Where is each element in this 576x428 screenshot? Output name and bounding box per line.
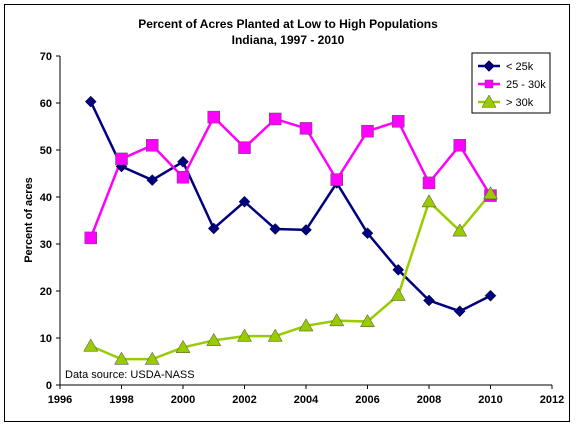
x-tick-label: 2006: [355, 394, 379, 406]
data-point: [206, 332, 222, 346]
data-point: [146, 174, 159, 186]
y-tick-label: 10: [40, 333, 52, 345]
legend-marker: [484, 79, 494, 89]
data-point: [421, 194, 437, 208]
x-tick-label: 2002: [232, 394, 256, 406]
data-point: [207, 110, 220, 124]
data-point: [392, 263, 405, 276]
data-source-annotation: Data source: USDA-NASS: [65, 369, 195, 381]
x-tick-label: 1998: [109, 394, 133, 406]
data-point: [360, 314, 375, 328]
x-tick-label: 1996: [48, 394, 72, 406]
data-point: [392, 115, 405, 128]
data-point: [269, 112, 282, 126]
series-line: [89, 101, 492, 313]
data-point: [484, 289, 497, 302]
legend-label: < 25k: [506, 61, 534, 73]
data-point: [361, 227, 374, 240]
data-point: [238, 195, 251, 208]
legend-marker: [483, 60, 495, 72]
data-point: [114, 351, 129, 365]
series-markers: [83, 95, 498, 365]
axes: 0 10 20 30 40 50 60 70 1996 1998 2000 2002 2004 2006 2…: [40, 51, 564, 406]
data-point: [146, 139, 159, 152]
data-point: [422, 176, 436, 190]
data-point: [329, 313, 345, 327]
data-point: [144, 351, 160, 365]
data-point: [84, 231, 97, 245]
x-tick-label: 2000: [171, 394, 195, 406]
x-tick-label: 2008: [417, 394, 441, 406]
data-point: [84, 95, 97, 108]
chart-subtitle: Indiana, 1997 - 2010: [232, 33, 345, 47]
legend-label: 25 - 30k: [506, 79, 546, 91]
data-point: [298, 318, 314, 332]
y-tick-label: 50: [40, 145, 52, 157]
data-point: [453, 305, 466, 318]
data-point: [483, 186, 498, 200]
legend: < 25k 25 - 30k > 30k: [471, 52, 551, 114]
data-point: [423, 294, 435, 307]
y-tick-label: 60: [40, 98, 52, 110]
data-point: [330, 173, 343, 186]
data-point: [267, 328, 283, 342]
data-point: [83, 338, 99, 352]
y-tick-label: 40: [40, 192, 52, 204]
x-tick-label: 2004: [294, 394, 319, 406]
data-point: [237, 328, 252, 342]
data-point: [390, 287, 406, 301]
legend-marker: [481, 94, 497, 108]
data-point: [238, 141, 251, 154]
y-tick-label: 0: [46, 380, 52, 392]
data-point: [300, 224, 312, 236]
y-tick-label: 30: [40, 239, 52, 251]
data-point: [175, 339, 191, 353]
data-point: [269, 223, 282, 235]
data-point: [115, 152, 128, 166]
data-point: [453, 139, 466, 152]
data-point: [176, 171, 190, 184]
data-point: [299, 122, 313, 135]
y-tick-label: 20: [40, 286, 52, 298]
x-tick-label: 2012: [540, 394, 564, 406]
data-point: [177, 155, 189, 168]
y-axis-label: Percent of acres: [23, 177, 35, 263]
series-line: [90, 192, 492, 361]
chart-title: Percent of Acres Planted at Low to High …: [138, 17, 438, 31]
data-point: [207, 222, 220, 235]
legend-label: > 30k: [506, 97, 534, 109]
data-point: [452, 223, 468, 237]
y-tick-label: 70: [40, 51, 52, 63]
data-point: [361, 124, 374, 138]
x-tick-label: 2010: [478, 394, 502, 406]
